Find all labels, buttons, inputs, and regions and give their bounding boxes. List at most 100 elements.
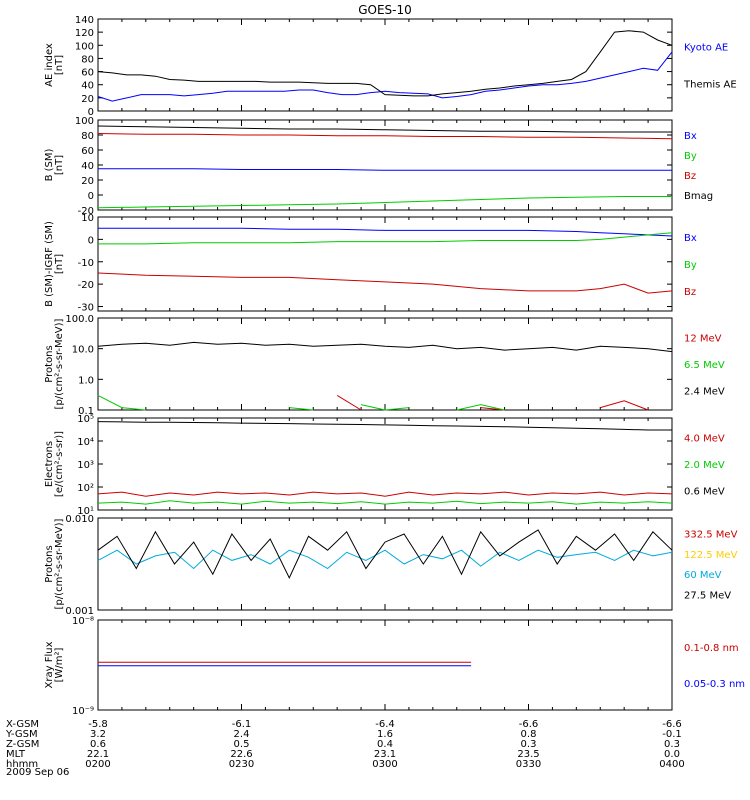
y-tick-label: 100 bbox=[75, 116, 94, 127]
y-tick-label: -20 bbox=[78, 206, 94, 217]
footer-value: 0.6 bbox=[90, 739, 106, 750]
footer-value: -6.6 bbox=[519, 719, 539, 730]
series-line-0-6-mev bbox=[97, 421, 672, 431]
y-tick-label: 10.0 bbox=[72, 345, 94, 356]
y-axis-label: [p/(cm²-s-sr-MeV)] bbox=[54, 518, 65, 609]
y-tick-label: 10² bbox=[77, 483, 94, 494]
legend-label: Bz bbox=[684, 287, 696, 298]
y-tick-label: 60 bbox=[81, 68, 94, 79]
panel-2: -20 0 20 40 60 80 100 B (SM) [nT] Bx By Bz Bmag bbox=[44, 116, 713, 217]
y-tick-label: 0.1 bbox=[78, 406, 94, 417]
legend-label: Bz bbox=[684, 171, 696, 182]
series-line-themis-ae bbox=[97, 30, 673, 97]
series-line-bx bbox=[98, 227, 673, 237]
series-line-2-4-mev bbox=[97, 341, 673, 353]
series-line-bmag bbox=[97, 125, 672, 133]
y-tick-label: 10¹ bbox=[77, 506, 94, 517]
y-axis-label: [nT] bbox=[54, 155, 65, 175]
panel-frame bbox=[97, 119, 673, 211]
y-tick-label: 10 bbox=[81, 213, 94, 224]
footer-row-label: X-GSM bbox=[6, 719, 39, 730]
footer-value: -6.1 bbox=[232, 719, 252, 730]
plot-title: GOES-10 bbox=[358, 3, 412, 17]
footer-value: 0.3 bbox=[664, 739, 680, 750]
y-tick-label: 60 bbox=[81, 146, 94, 157]
legend-label: By bbox=[684, 260, 697, 271]
panel-frame bbox=[97, 619, 673, 711]
footer-row-label: MLT bbox=[6, 749, 26, 760]
y-axis-label: [nT] bbox=[54, 55, 65, 75]
series-line-bz bbox=[97, 272, 673, 294]
panel-3: -30 -20 -10 0 10 B (SM)-IGRF (SM) [nT] Bx By Bz bbox=[44, 213, 697, 314]
y-tick-label: -10 bbox=[78, 258, 94, 269]
panel-6: 0.001 0.010 Protons [p/(cm²-s-sr-MeV)] 332.5… bbox=[44, 514, 738, 617]
series-line-2-0-mev bbox=[97, 500, 673, 505]
footer-row-label: Z-GSM bbox=[6, 739, 39, 750]
y-tick-label: 10³ bbox=[77, 460, 94, 471]
footer-value: 0230 bbox=[229, 759, 254, 770]
y-axis-label: Protons bbox=[44, 345, 55, 382]
footer-value: 23.5 bbox=[517, 749, 539, 760]
series-line-bz bbox=[97, 133, 673, 140]
y-tick-label: 20 bbox=[81, 94, 94, 105]
legend-label: Bx bbox=[684, 233, 697, 244]
y-tick-label: -20 bbox=[78, 280, 94, 291]
y-tick-label: 0 bbox=[88, 235, 94, 246]
series-line-bx bbox=[98, 168, 672, 171]
y-tick-label: 10⁵ bbox=[77, 414, 94, 425]
footer-value: 1.6 bbox=[377, 729, 393, 740]
panel-frame bbox=[97, 216, 673, 312]
y-axis-label: Electrons bbox=[44, 441, 55, 487]
series-line-27-5-mev bbox=[97, 529, 673, 579]
legend-label: 0.6 MeV bbox=[684, 486, 725, 497]
legend-label: 60 MeV bbox=[684, 570, 722, 581]
y-tick-label: 10⁻⁸ bbox=[72, 616, 94, 627]
y-tick-label: 120 bbox=[75, 28, 94, 39]
panel-frame bbox=[97, 317, 673, 411]
series-line-kyoto-ae bbox=[97, 51, 673, 102]
footer-value: 0400 bbox=[659, 759, 684, 770]
y-tick-label: 40 bbox=[81, 161, 94, 172]
y-axis-label: Xray Flux bbox=[44, 641, 55, 688]
footer-value: 22.1 bbox=[87, 749, 109, 760]
panel-4: 0.1 1.0 10.0 100.0 Protons [p/(cm²-s-sr-MeV)]… bbox=[44, 314, 725, 417]
date-label: 2009 Sep 06 bbox=[6, 767, 69, 778]
footer-value: -0.1 bbox=[662, 729, 682, 740]
legend-label: 0.1-0.8 nm bbox=[684, 643, 739, 654]
legend-label: 4.0 MeV bbox=[684, 434, 725, 445]
series-line-60-mev bbox=[97, 549, 673, 570]
footer-value: 0200 bbox=[85, 759, 110, 770]
footer-value: 0.8 bbox=[521, 729, 537, 740]
y-axis-label: B (SM)-IGRF (SM) bbox=[44, 221, 55, 307]
panel-frame bbox=[97, 517, 673, 611]
y-tick-label: 20 bbox=[81, 176, 94, 187]
y-tick-label: 10⁴ bbox=[77, 437, 94, 448]
panel-7: 10⁻⁹ 10⁻⁸ Xray Flux [W/m²] 0.1-0.8 nm 0.05-0.… bbox=[44, 616, 745, 717]
footer-value: -6.6 bbox=[662, 719, 682, 730]
legend-label: 0.05-0.3 nm bbox=[684, 679, 745, 690]
y-axis-label: [W/m²] bbox=[54, 647, 65, 682]
footer-value: 0.5 bbox=[234, 739, 250, 750]
footer-row-label: hhmm bbox=[6, 759, 38, 770]
y-tick-label: 100.0 bbox=[65, 314, 94, 325]
y-axis-label: B (SM) bbox=[44, 148, 55, 181]
footer-value: 23.1 bbox=[374, 749, 396, 760]
footer-value: -6.4 bbox=[375, 719, 395, 730]
y-axis-label: AE index bbox=[44, 43, 55, 87]
y-axis-label: [e/(cm²-s-sr)] bbox=[54, 431, 65, 497]
y-tick-label: 100 bbox=[75, 41, 94, 52]
legend-label: 332.5 MeV bbox=[684, 529, 738, 540]
footer-value: 3.2 bbox=[90, 729, 106, 740]
y-tick-label: -30 bbox=[78, 303, 94, 314]
legend-label: 122.5 MeV bbox=[684, 550, 738, 561]
footer-value: 0.3 bbox=[521, 739, 537, 750]
legend-label: 2.0 MeV bbox=[684, 460, 725, 471]
orbit-footer: X-GSM -5.8 -6.1 -6.4 -6.6 -6.6Y-GSM 3.2 2.4 1.6 0… bbox=[5, 719, 685, 770]
footer-value: 0300 bbox=[372, 759, 397, 770]
footer-value: 0.4 bbox=[377, 739, 393, 750]
legend-label: 27.5 MeV bbox=[684, 591, 731, 602]
legend-label: Bmag bbox=[684, 191, 713, 202]
y-axis-label: [nT] bbox=[54, 254, 65, 274]
